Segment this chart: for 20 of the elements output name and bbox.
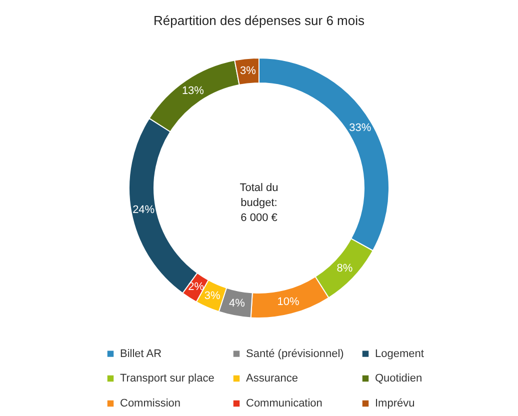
data-label: 4%	[229, 297, 246, 310]
data-label: 2%	[188, 281, 204, 294]
legend-label: Imprévu	[375, 398, 415, 410]
data-label: 3%	[240, 65, 256, 78]
legend-label: Billet AR	[120, 348, 162, 360]
legend-label: Communication	[246, 398, 322, 410]
data-label: 8%	[336, 262, 353, 274]
data-label: 24%	[132, 204, 155, 216]
legend-label: Quotidien	[375, 372, 422, 384]
legend-label: Assurance	[246, 372, 298, 384]
data-label: 10%	[277, 296, 300, 308]
data-label: 13%	[182, 84, 204, 97]
legend-label: Transport sur place	[120, 372, 214, 384]
chart-title: Répartition des dépenses sur 6 mois	[153, 13, 365, 28]
legend-label: Santé (prévisionnel)	[246, 348, 344, 360]
data-label: 33%	[349, 122, 372, 134]
legend-label: Commission	[120, 398, 181, 410]
data-label: 3%	[204, 290, 220, 302]
text: Total du budget: 6 000 €	[240, 182, 278, 224]
legend-label: Logement	[375, 348, 424, 360]
